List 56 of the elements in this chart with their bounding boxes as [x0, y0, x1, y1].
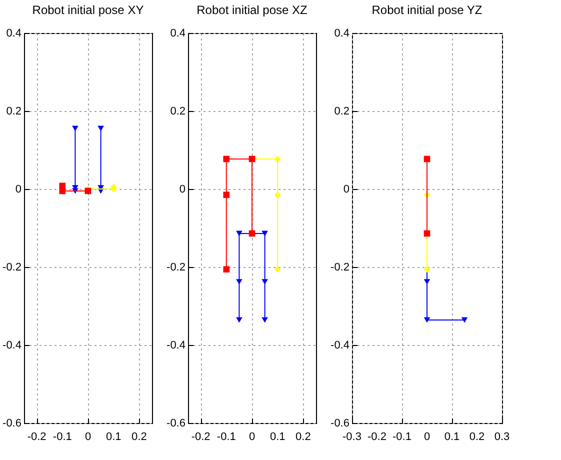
x-tick-label: -0.2	[191, 431, 210, 443]
x-tick-label: 0.3	[494, 431, 510, 443]
point	[424, 279, 430, 285]
x-tick-label: -0.1	[216, 431, 236, 443]
y-tick-label: -0.6	[330, 418, 350, 430]
x-tick-label: 0.1	[270, 431, 286, 443]
point	[274, 266, 281, 272]
x-tick-label: -0.2	[27, 431, 46, 443]
point	[223, 266, 230, 273]
point	[248, 230, 256, 237]
point	[59, 188, 66, 194]
point	[274, 192, 281, 198]
y-tick-label: -0.6	[2, 418, 22, 430]
point	[461, 317, 468, 323]
y-tick-label: -0.4	[166, 340, 186, 352]
x-tick-label: 0.2	[296, 431, 311, 443]
x-tick-label: 0	[84, 431, 92, 443]
y-tick-label: -0.4	[2, 340, 22, 352]
x-tick-label: 0.2	[132, 431, 147, 443]
point	[236, 317, 242, 323]
y-tick-label: 0	[179, 184, 186, 196]
y-tick-label: 0.2	[170, 106, 186, 118]
y-tick-label: 0.4	[170, 28, 186, 40]
y-tick-label: 0	[343, 184, 350, 196]
point	[262, 230, 268, 236]
y-tick-label: -0.2	[166, 262, 186, 274]
y-tick-label: 0.4	[334, 28, 350, 40]
point	[236, 230, 242, 236]
point	[72, 126, 78, 132]
point	[262, 317, 268, 323]
point	[424, 317, 430, 323]
point	[424, 266, 430, 272]
x-tick-label: -0.1	[52, 431, 72, 443]
y-tick-label: -0.2	[330, 262, 350, 274]
x-tick-label: 0.1	[106, 431, 122, 443]
y-tick-label: 0	[15, 184, 22, 196]
chart-title: Robot initial pose XZ	[196, 3, 308, 17]
chart-title: Robot initial pose YZ	[372, 3, 482, 17]
point	[223, 156, 230, 162]
x-tick-label: 0	[248, 431, 256, 443]
x-tick-label: 0.2	[469, 431, 485, 443]
y-tick-label: 0.2	[334, 106, 350, 118]
y-tick-label: -0.4	[330, 340, 350, 352]
chart-title: Robot initial pose XY	[32, 3, 144, 17]
y-tick-label: 0.2	[6, 106, 22, 118]
x-tick-label: 0.1	[444, 431, 460, 443]
point	[223, 192, 230, 198]
x-tick-label: -0.2	[368, 431, 386, 443]
point	[98, 126, 104, 132]
y-tick-label: -0.6	[166, 418, 186, 430]
x-tick-label: -0.1	[392, 431, 412, 443]
x-tick-label: 0	[424, 431, 430, 443]
y-tick-label: -0.2	[2, 262, 22, 274]
y-tick-label: 0.4	[6, 28, 22, 40]
point	[274, 156, 281, 162]
x-tick-label: -0.3	[342, 431, 362, 443]
